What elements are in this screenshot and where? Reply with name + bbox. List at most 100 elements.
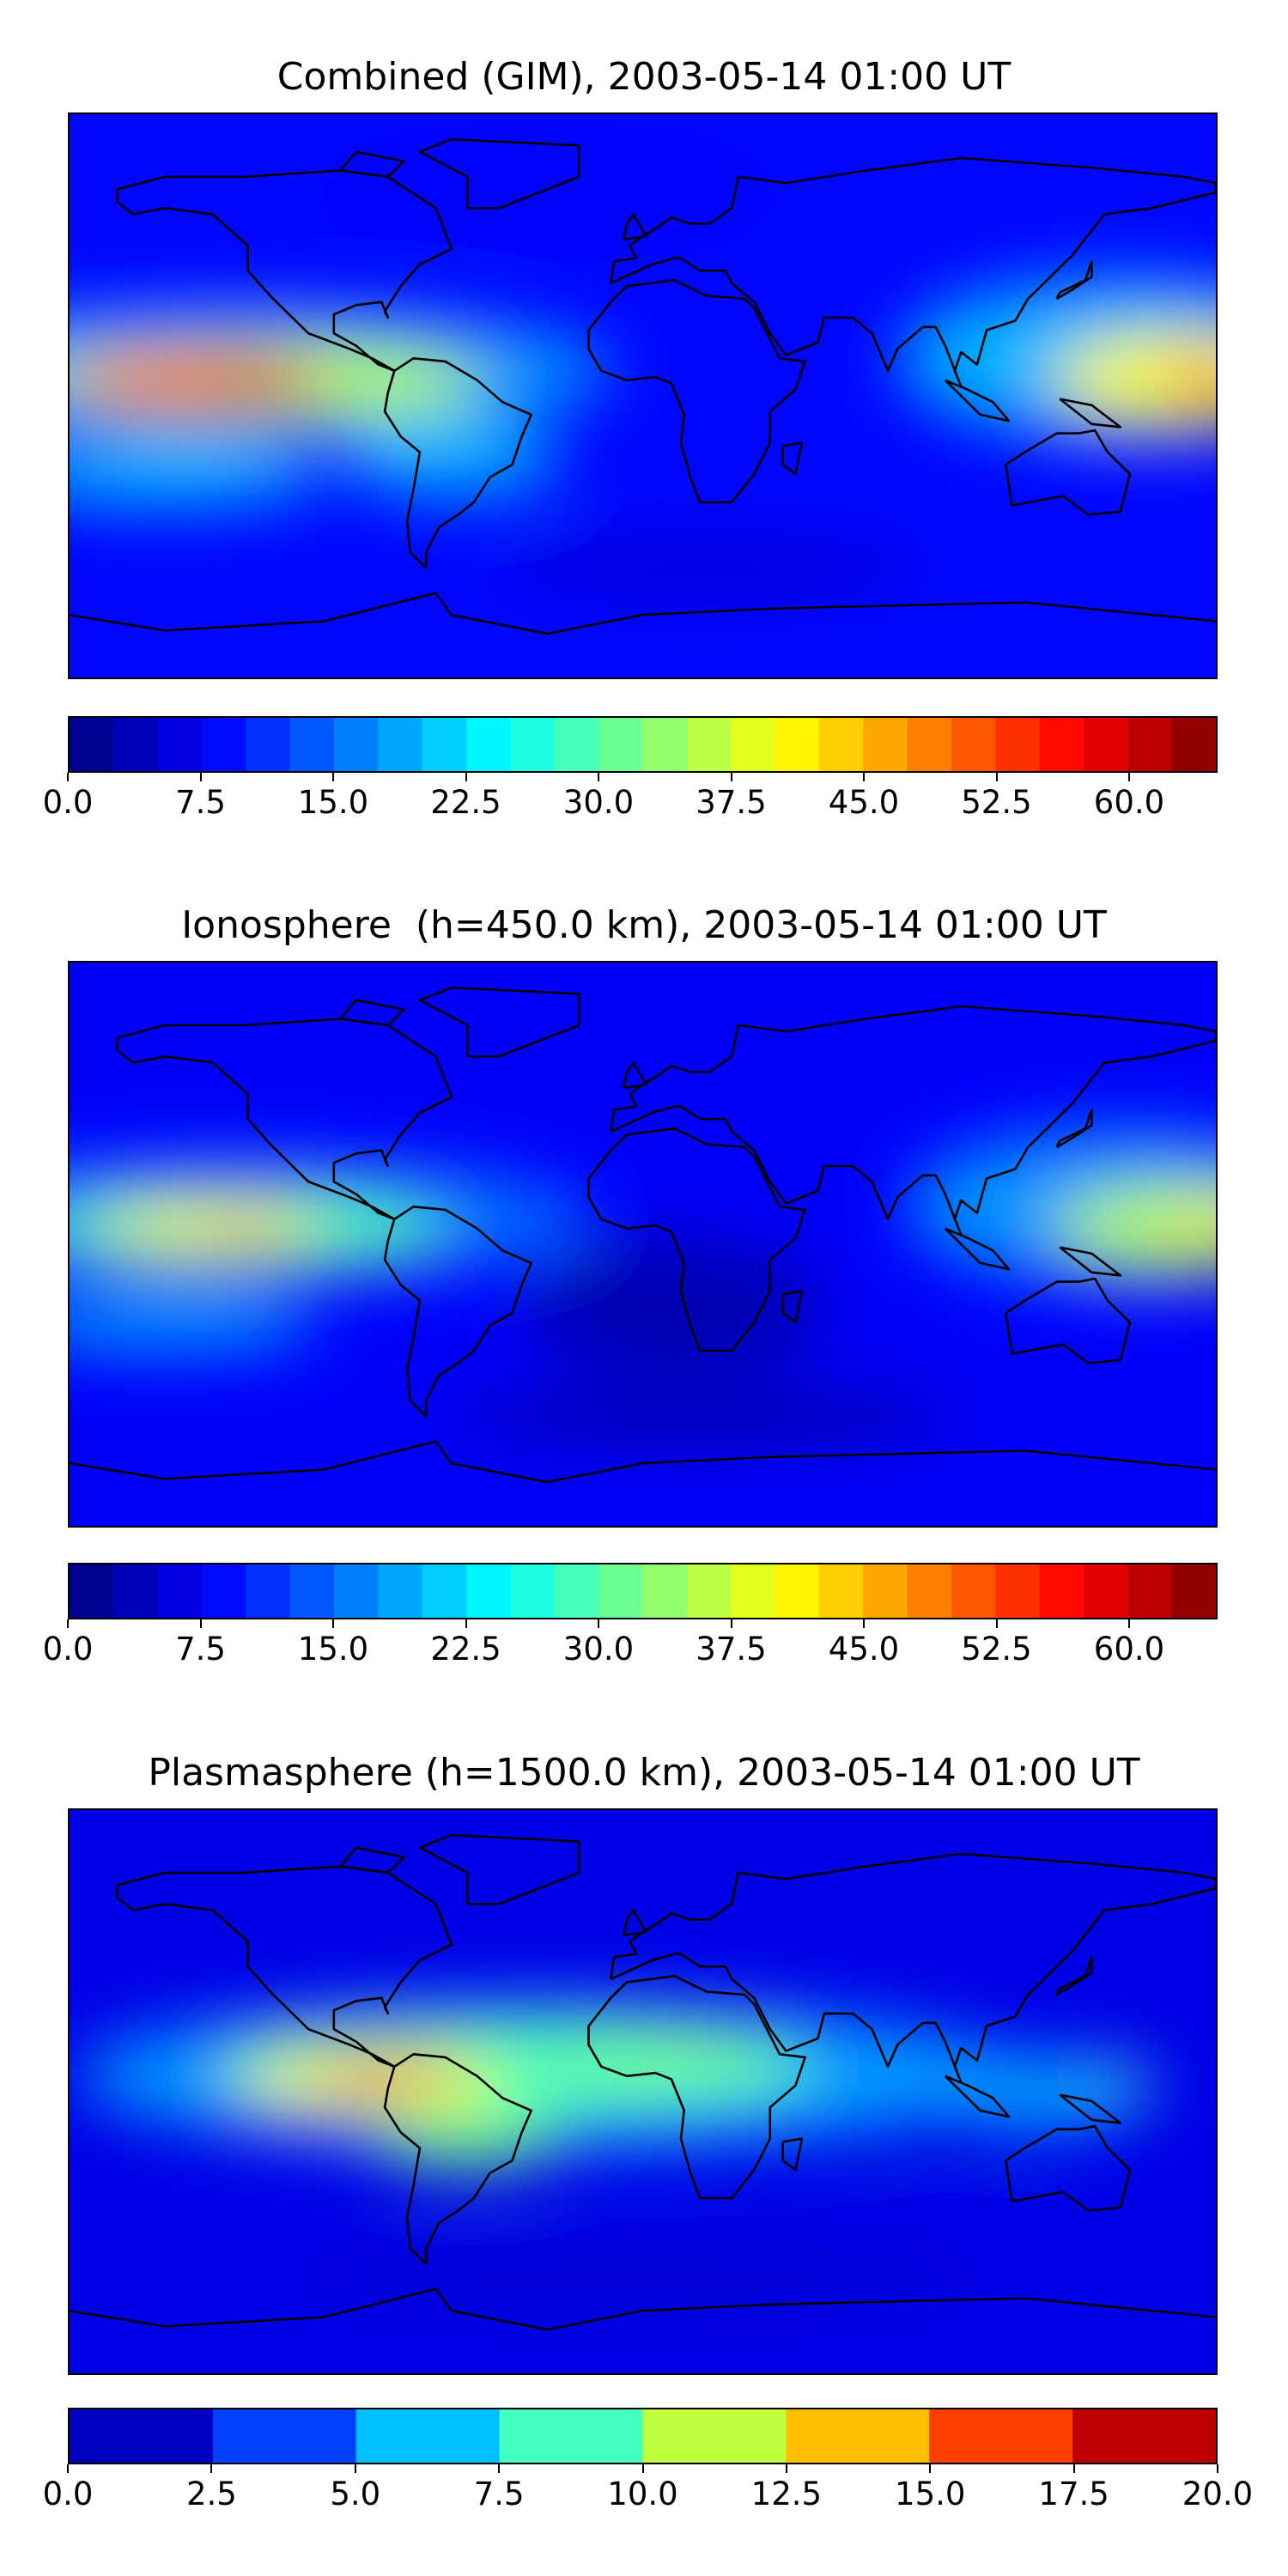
colorbar-tick: [199, 1619, 202, 1628]
colorbar-tick: [498, 2464, 501, 2473]
colorbar-tick-label: 0.0: [42, 784, 94, 821]
colorbar-tick-label: 17.5: [1038, 2476, 1109, 2512]
colorbar-tick: [465, 1619, 467, 1628]
colorbar-tick-label: 2.5: [185, 2476, 237, 2512]
coastline: [70, 1440, 1216, 1484]
field-blob: [314, 2057, 461, 2096]
colorbar-segment: [246, 1564, 291, 1618]
coastline: [383, 2053, 532, 2265]
coastline: [587, 278, 806, 504]
colorbar-segment: [1083, 1564, 1128, 1618]
colorbar-segment: [157, 718, 203, 771]
coastline: [339, 1846, 405, 1874]
field-blob: [332, 162, 762, 223]
coastline: [383, 1206, 532, 1418]
colorbar-segment: [378, 1564, 423, 1618]
coastline: [418, 137, 580, 210]
colorbar-tick-label: 30.0: [562, 1631, 635, 1668]
colorbar-tick: [1072, 2464, 1075, 2473]
field-blob: [205, 1215, 283, 1242]
field-contours: [70, 1129, 1216, 1447]
colorbar-segment: [995, 1564, 1041, 1618]
panel-2-title: Ionosphere (h=450.0 km), 2003-05-14 01:0…: [181, 903, 1107, 947]
colorbar-tick: [863, 1619, 865, 1628]
colorbar-tick-label: 0.0: [42, 2476, 94, 2512]
coastline: [1059, 1246, 1122, 1277]
colorbar-tick-label: 60.0: [1093, 1631, 1165, 1668]
coastline: [339, 999, 405, 1027]
coastline: [781, 2137, 804, 2172]
colorbar-segment: [1127, 1564, 1173, 1618]
coastline: [587, 1127, 806, 1352]
colorbar-tick: [730, 773, 732, 781]
coastline: [70, 2287, 1216, 2331]
panel-3-colorbar: [68, 2408, 1218, 2464]
coastlines: [70, 986, 1216, 1484]
coastline: [1055, 1109, 1093, 1149]
colorbar-segment: [863, 718, 908, 771]
colorbar-segment: [289, 718, 335, 771]
coastline: [116, 169, 453, 373]
colorbar-segment: [642, 2409, 787, 2463]
coastline: [116, 1018, 453, 1221]
field-contours: [75, 2002, 1155, 2306]
colorbar-segment: [686, 1564, 732, 1618]
panel-1-map: [68, 112, 1218, 679]
colorbar-tick: [1128, 1619, 1130, 1628]
colorbar-segment: [642, 1564, 688, 1618]
colorbar-segment: [554, 1564, 599, 1618]
colorbar-segment: [1039, 718, 1084, 771]
field-blob: [340, 419, 563, 497]
colorbar-segment: [499, 2409, 644, 2463]
colorbar-tick: [354, 2464, 356, 2473]
coastline: [623, 1909, 647, 1937]
colorbar-tick-label: 7.5: [175, 1631, 226, 1668]
field-blob: [448, 1386, 964, 1447]
colorbar-segment: [70, 718, 114, 771]
panel-3-colorbar-ticks: 0.0 2.5 5.0 7.5 10.0 12.5 15.0 17.5 20.0: [43, 2464, 1253, 2524]
colorbar-segment: [554, 718, 599, 771]
colorbar-tick: [210, 2464, 213, 2473]
colorbar-tick-label: 22.5: [430, 1631, 501, 1668]
field-blob: [70, 444, 329, 505]
colorbar-tick-label: 30.0: [562, 784, 635, 821]
coastline: [1059, 398, 1122, 428]
coastline: [610, 156, 1216, 388]
colorbar-tick: [598, 1619, 599, 1628]
coastline: [339, 150, 405, 179]
colorbar-segment: [686, 718, 732, 771]
colorbar-tick-label: 45.0: [828, 784, 900, 821]
colorbar-segment: [775, 1564, 820, 1618]
colorbar-segment: [598, 1564, 644, 1618]
colorbar-tick: [332, 773, 334, 781]
colorbar-tick-label: 52.5: [961, 1631, 1032, 1668]
panel-3-map: [68, 1808, 1218, 2375]
colorbar-tick: [199, 773, 202, 781]
colorbar-segment: [929, 2409, 1073, 2463]
colorbar-tick-label: 37.5: [696, 784, 767, 821]
colorbar-segment: [598, 718, 644, 771]
colorbar-segment: [731, 718, 776, 771]
colorbar-tick: [995, 773, 998, 781]
colorbar-tick-label: 22.5: [430, 784, 501, 821]
colorbar-tick-label: 37.5: [696, 1631, 767, 1668]
colorbar-segment: [907, 718, 952, 771]
colorbar-segment: [378, 718, 423, 771]
colorbar-segment: [70, 2409, 214, 2463]
colorbar-segment: [786, 2409, 930, 2463]
coastline: [1055, 260, 1093, 301]
colorbar-tick: [332, 1619, 334, 1628]
coastline: [1005, 2124, 1132, 2212]
coastline: [418, 1833, 580, 1905]
colorbar-tick-label: 7.5: [175, 784, 226, 821]
colorbar-tick-label: 15.0: [297, 784, 369, 821]
colorbar-segment: [70, 1564, 114, 1618]
coastline: [1059, 2093, 1122, 2124]
colorbar-tick: [929, 2464, 932, 2473]
coastline: [944, 379, 1011, 422]
colorbar-segment: [1083, 718, 1128, 771]
coastline: [1005, 1277, 1132, 1364]
colorbar-tick-label: 7.5: [473, 2476, 525, 2512]
panel-3-title: Plasmasphere (h=1500.0 km), 2003-05-14 0…: [148, 1751, 1140, 1795]
coastline: [623, 213, 647, 241]
